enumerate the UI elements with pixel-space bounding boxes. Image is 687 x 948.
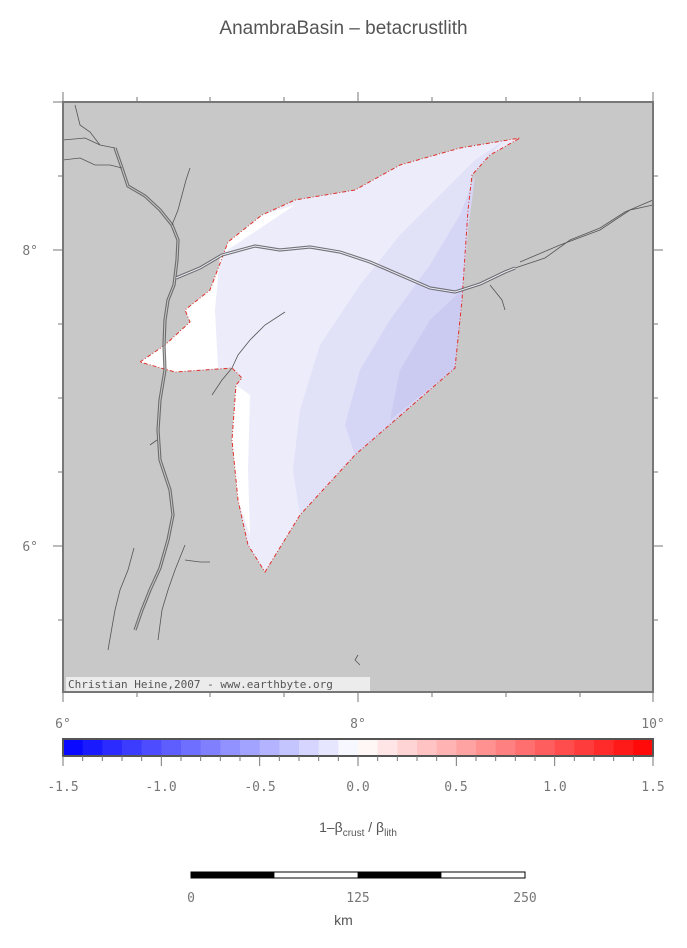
x-tick-label: 6°: [55, 717, 71, 732]
colorbar-cell: [122, 739, 143, 756]
basin-shading: [140, 138, 520, 572]
colorbar-cell: [397, 739, 418, 756]
credit-box: [66, 677, 370, 691]
colorbar-cell: [535, 739, 556, 756]
colorbar-label: 1–βcrust / βlith: [319, 819, 397, 839]
colorbar-cell: [574, 739, 595, 756]
colorbar-cell: [259, 739, 280, 756]
colorbar: [63, 739, 654, 756]
map-title: AnambraBasin – betacrustlith: [219, 18, 468, 39]
colorbar-cell: [181, 739, 202, 756]
credit-text: Christian Heine,2007 - www.earthbyte.org: [68, 678, 333, 691]
scale-tick-label: 0: [187, 891, 195, 906]
colorbar-cell: [594, 739, 615, 756]
colorbar-cell: [299, 739, 320, 756]
colorbar-cell: [63, 739, 84, 756]
colorbar-cell: [613, 739, 634, 756]
colorbar-tick-label: 1.0: [543, 780, 566, 795]
colorbar-tick-label: -0.5: [244, 780, 275, 795]
colorbar-cell: [279, 739, 300, 756]
colorbar-cell: [358, 739, 379, 756]
scale-unit-label: km: [334, 912, 353, 928]
colorbar-cell: [338, 739, 359, 756]
x-tick-label: 8°: [350, 717, 366, 732]
colorbar-cell: [82, 739, 103, 756]
colorbar-tick-label: 0.0: [346, 780, 369, 795]
scale-tick-label: 125: [346, 891, 369, 906]
colorbar-cell: [456, 739, 477, 756]
axis-ticks: [53, 92, 663, 702]
colorbar-tick-label: 0.5: [444, 780, 467, 795]
colorbar-tick-label: -1.0: [145, 780, 176, 795]
colorbar-cell: [141, 739, 162, 756]
scale-bar: [190, 871, 526, 879]
colorbar-cell: [633, 739, 654, 756]
colorbar-cell: [200, 739, 221, 756]
colorbar-cell: [318, 739, 339, 756]
colorbar-cell: [495, 739, 516, 756]
rivers: [62, 104, 654, 666]
colorbar-cell: [220, 739, 241, 756]
colorbar-cell: [436, 739, 457, 756]
colorbar-cell: [377, 739, 398, 756]
y-tick-label: 8°: [22, 244, 38, 259]
colorbar-tick-label: 1.5: [641, 780, 664, 795]
colorbar-cell: [161, 739, 182, 756]
scale-tick-label: 250: [513, 891, 536, 906]
colorbar-ticks: [62, 756, 654, 766]
colorbar-cell: [554, 739, 575, 756]
colorbar-tick-label: -1.5: [47, 780, 78, 795]
y-tick-label: 6°: [22, 540, 38, 555]
colorbar-cell: [417, 739, 438, 756]
colorbar-cell: [476, 739, 497, 756]
colorbar-cell: [515, 739, 536, 756]
x-tick-label: 10°: [641, 717, 664, 732]
colorbar-cell: [102, 739, 123, 756]
colorbar-cell: [240, 739, 261, 756]
